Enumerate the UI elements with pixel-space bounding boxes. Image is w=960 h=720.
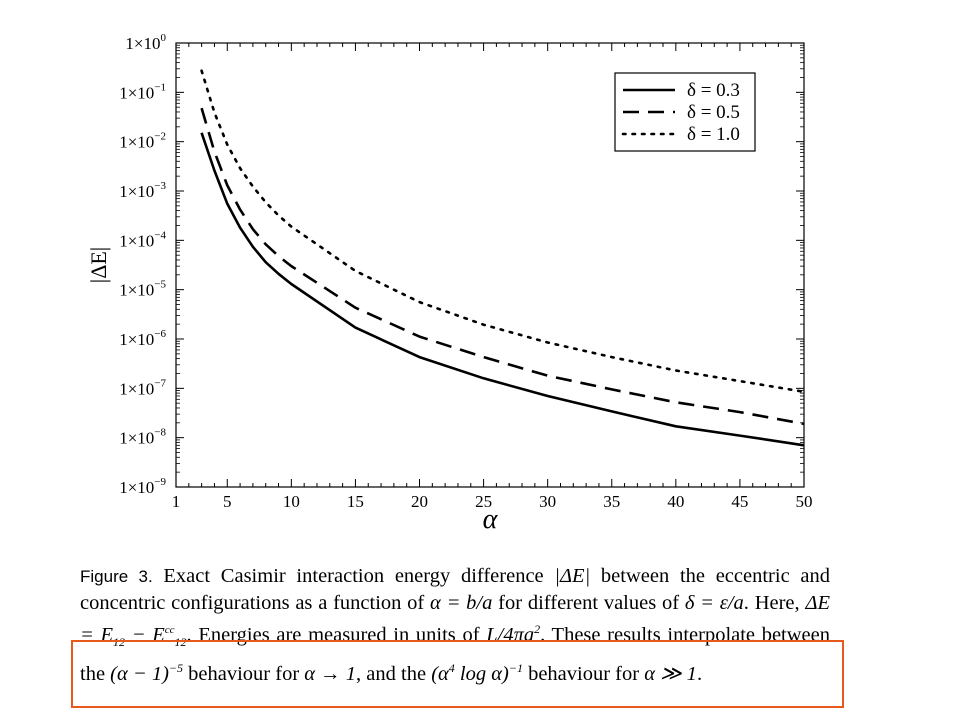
caption-text: between the eccentric and concentric con…: [80, 565, 830, 614]
y-tick-label: 1×10−6: [119, 328, 166, 349]
y-tick-label: 1×10−3: [119, 180, 166, 201]
y-tick-label: 1×100: [125, 32, 166, 53]
series-layer: [200, 69, 806, 447]
y-axis: 1×100 1×10−1 1×10−2 1×10−3 1×10−4 1×10−5 1×10−…: [119, 32, 804, 497]
y-tick-label: 1×10−4: [119, 229, 166, 250]
y-tick-label: 1×10−9: [119, 476, 166, 497]
x-tick-label: 30: [539, 492, 556, 511]
legend-label: δ = 0.3: [687, 80, 740, 101]
highlight-box: [71, 640, 844, 708]
caption-math: α → 1: [304, 662, 357, 685]
caption-math: α = b/a: [430, 592, 493, 614]
series-line-1: [200, 132, 805, 447]
caption-math: α ≫ 1: [644, 662, 697, 685]
legend-label: δ = 1.0: [687, 124, 740, 145]
caption-math: (α4 log α)−1: [431, 660, 523, 685]
caption-text: for different values of: [492, 592, 685, 614]
legend-label: δ = 0.5: [687, 102, 740, 123]
x-tick-label: 40: [667, 492, 684, 511]
x-tick-label: 15: [347, 492, 364, 511]
plot-border: [175, 42, 805, 488]
x-tick-label: 5: [223, 492, 232, 511]
caption-text: . Here,: [743, 592, 806, 614]
y-tick-label: 1×10−7: [119, 377, 166, 398]
x-tick-label: 45: [731, 492, 748, 511]
caption-math: |ΔE|: [554, 565, 591, 587]
x-tick-label: 35: [603, 492, 620, 511]
caption-text: Exact Casimir interaction energy differe…: [152, 565, 555, 587]
caption-label: Figure 3.: [80, 567, 153, 586]
caption-text: , and the: [356, 662, 432, 685]
plot-frame: [175, 42, 805, 488]
x-tick-label: 10: [283, 492, 300, 511]
caption-text: behaviour for: [183, 662, 305, 685]
x-tick-label: 50: [796, 492, 813, 511]
series-line-3: [200, 69, 806, 394]
y-tick-label: 1×10−2: [119, 131, 166, 152]
x-axis-title: α: [483, 504, 499, 535]
x-tick-label: 25: [475, 492, 492, 511]
y-tick-label: 1×10−1: [119, 81, 166, 102]
legend: δ = 0.3δ = 0.5δ = 1.0: [614, 72, 756, 152]
caption-text: .: [696, 662, 703, 685]
y-tick-label: 1×10−8: [119, 427, 166, 448]
caption-text: behaviour for: [522, 662, 645, 685]
y-axis-title: |ΔE|: [86, 247, 111, 283]
caption-math: δ = ε/a: [684, 592, 744, 614]
series-line-2: [200, 107, 805, 426]
y-tick-label: 1×10−5: [119, 279, 166, 300]
chart: 1 5 10 15 20 25 30 35 40 45 50 1×1001×10−11×10−21×…: [86, 32, 813, 535]
x-tick-label: 20: [411, 492, 428, 511]
caption-math: (α − 1)−5: [110, 660, 184, 685]
x-axis: 1 5 10 15 20 25 30 35 40 45 50: [172, 43, 813, 511]
x-tick-label: 1: [172, 492, 181, 511]
